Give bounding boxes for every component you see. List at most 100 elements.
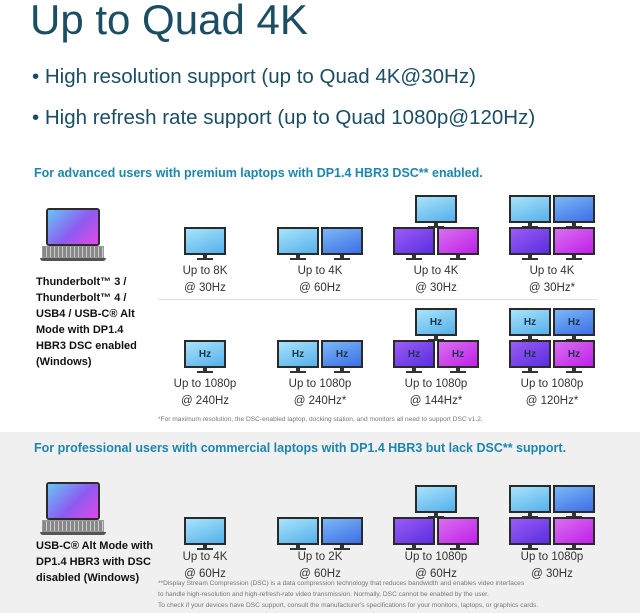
device-line: HBR3 DSC enabled <box>36 340 137 352</box>
monitor-icon: Hz <box>509 308 551 341</box>
hz-label: Hz <box>415 308 457 336</box>
monitor-icon <box>553 485 595 518</box>
monitor-icon <box>393 517 435 550</box>
monitor-icon <box>437 517 479 550</box>
mode-caption: Up to 1080p @ 144Hz* <box>381 376 491 410</box>
monitor-icon <box>277 517 319 550</box>
section2-device-label: USB-C® Alt Mode with DP1.4 HBR3 with DSC… <box>36 538 154 586</box>
bullet-resolution: • High resolution support (up to Quad 4K… <box>32 65 476 88</box>
monitor-icon <box>509 517 551 550</box>
caption-line: @ 30Hz <box>184 282 226 294</box>
mode-caption: Up to 1080p @ 60Hz <box>381 549 491 583</box>
monitor-icon: Hz <box>184 340 226 373</box>
laptop-icon <box>40 482 106 544</box>
hz-label: Hz <box>321 340 363 368</box>
caption-line: @ 60Hz <box>299 568 341 580</box>
hz-label: Hz <box>509 308 551 336</box>
monitor-icon: Hz <box>553 308 595 341</box>
section1-device-label: Thunderbolt™ 3 / Thunderbolt™ 4 / USB4 /… <box>36 274 154 370</box>
caption-line: Up to 1080p <box>288 378 352 390</box>
caption-line: @ 120Hz* <box>525 395 579 407</box>
hz-label: Hz <box>553 340 595 368</box>
mode-caption: Up to 4K @ 30Hz* <box>497 263 607 297</box>
monitor-icon <box>184 227 226 260</box>
device-line: USB4 / USB-C® Alt <box>36 308 135 320</box>
device-line: disabled (Windows) <box>36 572 140 584</box>
section2-footnote: **Display Stream Compression (DSC) is a … <box>158 578 538 611</box>
mode-caption: Up to 1080p @ 240Hz* <box>265 376 375 410</box>
monitor-icon <box>509 485 551 518</box>
monitor-icon <box>553 517 595 550</box>
mode-caption: Up to 4K @ 60Hz <box>265 263 375 297</box>
monitor-icon: Hz <box>509 340 551 373</box>
laptop-icon <box>40 208 106 270</box>
section1-footnote: *For maximum resolution, the DSC-enabled… <box>158 416 483 423</box>
caption-line: @ 30Hz <box>531 568 573 580</box>
caption-line: @ 240Hz <box>180 395 230 407</box>
hz-label: Hz <box>184 340 226 368</box>
monitor-icon <box>415 485 457 518</box>
monitor-icon <box>553 227 595 260</box>
device-line: Thunderbolt™ 4 / <box>36 292 127 304</box>
device-line: DP1.4 HBR3 with DSC <box>36 556 151 568</box>
caption-line: Up to 4K <box>529 265 575 277</box>
caption-line: Up to 4K <box>413 265 459 277</box>
device-line: Mode with DP1.4 <box>36 324 124 336</box>
caption-line: Up to 4K <box>297 265 343 277</box>
monitor-icon <box>509 195 551 228</box>
monitor-icon: Hz <box>415 308 457 341</box>
monitor-icon <box>184 517 226 550</box>
footnote-line: **Display Stream Compression (DSC) is a … <box>158 580 525 587</box>
monitor-icon <box>553 195 595 228</box>
monitor-icon <box>437 227 479 260</box>
monitor-icon: Hz <box>437 340 479 373</box>
caption-line: @ 60Hz <box>415 568 457 580</box>
monitor-icon <box>321 517 363 550</box>
section1-heading: For advanced users with premium laptops … <box>34 166 483 180</box>
mode-caption: Up to 1080p @ 120Hz* <box>497 376 607 410</box>
monitor-icon: Hz <box>277 340 319 373</box>
device-line: Thunderbolt™ 3 / <box>36 276 127 288</box>
page-title: Up to Quad 4K <box>30 0 308 43</box>
mode-caption: Up to 4K @ 60Hz <box>150 549 260 583</box>
hz-label: Hz <box>277 340 319 368</box>
monitor-icon <box>415 195 457 228</box>
monitor-icon <box>277 227 319 260</box>
section2-heading: For professional users with commercial l… <box>34 441 567 455</box>
hz-label: Hz <box>553 308 595 336</box>
footnote-line: to handle high-resolution and high-refre… <box>158 591 489 598</box>
monitor-icon <box>393 227 435 260</box>
caption-line: Up to 8K <box>182 265 228 277</box>
caption-line: @ 240Hz* <box>293 395 347 407</box>
caption-line: Up to 4K <box>182 551 228 563</box>
caption-line: Up to 1080p <box>520 551 584 563</box>
hz-label: Hz <box>393 340 435 368</box>
caption-line: Up to 1080p <box>173 378 237 390</box>
hz-label: Hz <box>509 340 551 368</box>
device-line: (Windows) <box>36 356 92 368</box>
divider <box>158 299 598 300</box>
bullet-refresh: • High refresh rate support (up to Quad … <box>32 106 536 129</box>
monitor-icon <box>321 227 363 260</box>
caption-line: Up to 2K <box>297 551 343 563</box>
caption-line: Up to 1080p <box>404 551 468 563</box>
mode-caption: Up to 4K @ 30Hz <box>381 263 491 297</box>
monitor-icon: Hz <box>393 340 435 373</box>
caption-line: @ 144Hz* <box>409 395 463 407</box>
hz-label: Hz <box>437 340 479 368</box>
caption-line: @ 60Hz <box>299 282 341 294</box>
mode-caption: Up to 1080p @ 30Hz <box>497 549 607 583</box>
caption-line: @ 30Hz <box>415 282 457 294</box>
caption-line: Up to 1080p <box>520 378 584 390</box>
monitor-icon: Hz <box>553 340 595 373</box>
caption-line: @ 60Hz <box>184 568 226 580</box>
device-line: USB-C® Alt Mode with <box>36 540 154 552</box>
caption-line: Up to 1080p <box>404 378 468 390</box>
monitor-icon <box>509 227 551 260</box>
mode-caption: Up to 8K @ 30Hz <box>150 263 260 297</box>
mode-caption: Up to 2K @ 60Hz <box>265 549 375 583</box>
monitor-icon: Hz <box>321 340 363 373</box>
mode-caption: Up to 1080p @ 240Hz <box>150 376 260 410</box>
footnote-line: To check if your devices have DSC suppor… <box>158 602 539 609</box>
caption-line: @ 30Hz* <box>528 282 576 294</box>
